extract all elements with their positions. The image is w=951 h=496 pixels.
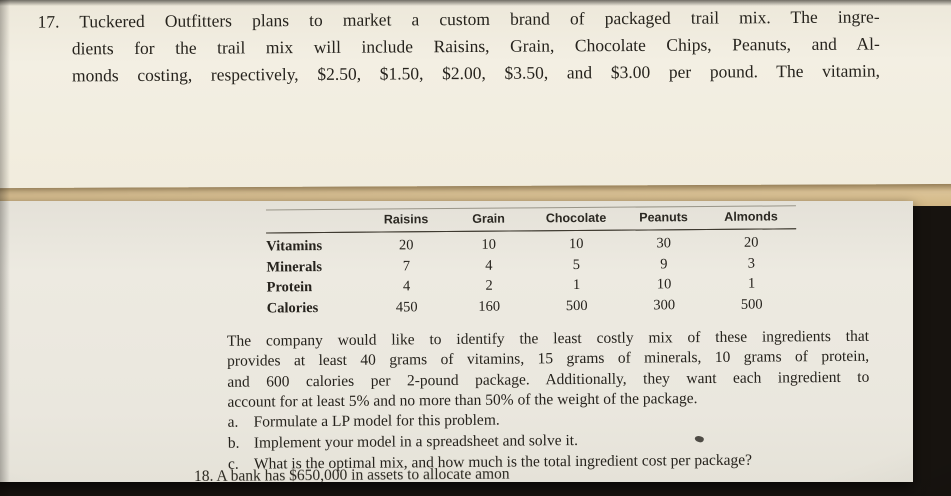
table-cell: 7: [402, 257, 411, 274]
col-header-chocolate: Chocolate: [530, 207, 622, 231]
table-cell: 2: [485, 277, 493, 294]
table-cell: 20: [398, 237, 414, 254]
table-cell: 450: [395, 298, 418, 315]
item-text: Implement your model in a spreadsheet an…: [253, 432, 578, 452]
col-header-almonds: Almonds: [705, 205, 797, 230]
problem-17-line: monds costing, respectively, $2.50, $1.5…: [71, 60, 881, 86]
table-cell: 5: [572, 256, 581, 273]
table-cell: 20: [743, 234, 759, 251]
col-header-raisins: Raisins: [365, 208, 447, 233]
item-text: Formulate a LP model for this problem.: [253, 411, 500, 431]
ingredient-table: Raisins Grain Chocolate Peanuts Almonds …: [265, 205, 797, 319]
item-marker: b.: [227, 434, 240, 452]
table-cell: 10: [568, 235, 584, 253]
table-cell: 500: [740, 296, 763, 313]
row-label-calories: Calories: [266, 299, 319, 316]
item-marker: a.: [227, 413, 239, 431]
bottom-page: Raisins Grain Chocolate Peanuts Almonds …: [0, 201, 913, 482]
empty-header-cell: [265, 209, 367, 233]
table-cell: 4: [485, 257, 493, 274]
table-cell: 500: [565, 297, 588, 314]
col-header-peanuts: Peanuts: [620, 206, 707, 231]
table-cell: 10: [656, 276, 672, 293]
top-page: 17. Tuckered Outfitters plans to market …: [0, 0, 951, 189]
problem-17-body: The company would like to identify the l…: [227, 327, 870, 414]
table-cell: 10: [481, 236, 497, 253]
table-row: Calories 450 160 500 300 500: [267, 294, 797, 319]
table-cell: 1: [747, 275, 756, 292]
table-cell: 160: [478, 298, 501, 315]
row-label-minerals: Minerals: [266, 258, 323, 275]
table-cell: 9: [660, 255, 668, 272]
table-cell: 4: [402, 278, 411, 295]
col-header-grain: Grain: [445, 207, 532, 232]
table-cell: 30: [656, 235, 672, 252]
table-cell: 3: [747, 255, 756, 272]
table-cell: 300: [653, 296, 676, 313]
row-label-protein: Protein: [266, 279, 313, 296]
table-cell: 1: [572, 276, 581, 294]
problem-17-text: 17. Tuckered Outfitters plans to market …: [38, 4, 880, 90]
row-label-vitamins: Vitamins: [266, 238, 323, 255]
bottom-page-content: Raisins Grain Chocolate Peanuts Almonds …: [0, 201, 913, 482]
